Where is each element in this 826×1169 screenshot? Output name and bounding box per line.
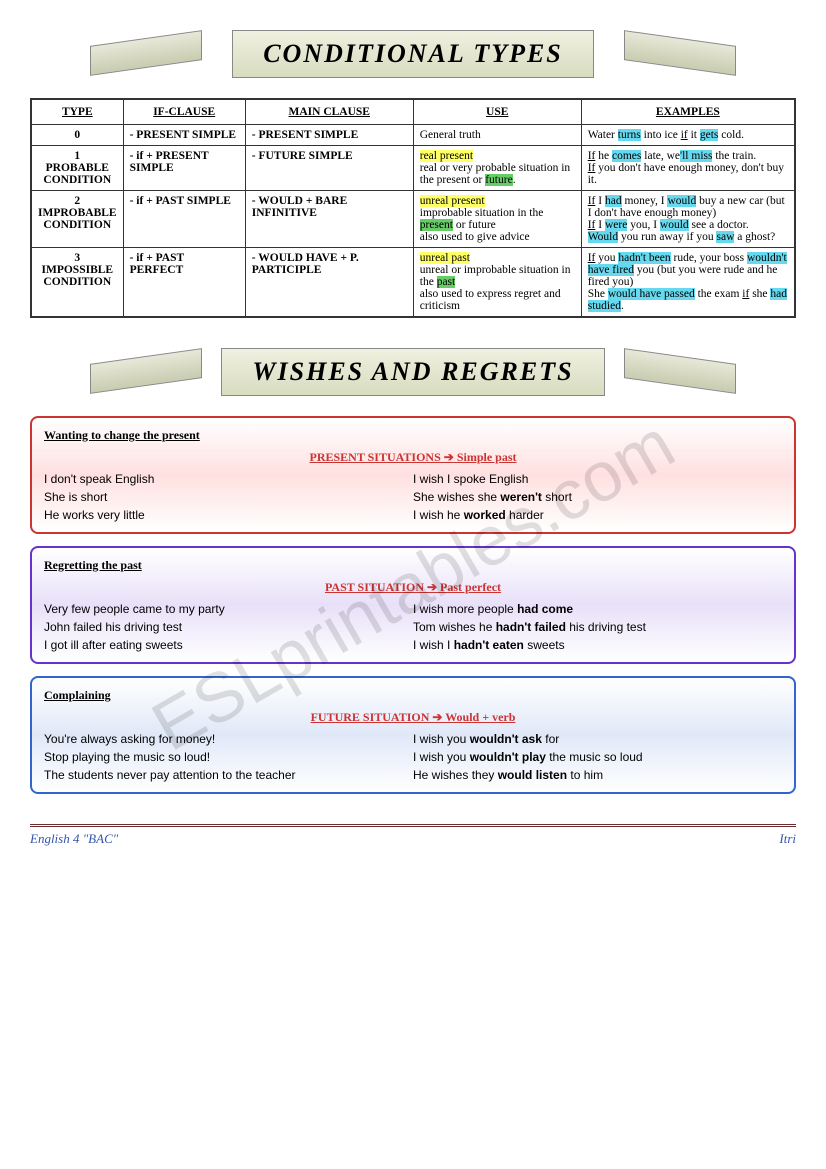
wish-right: I wish I hadn't eaten sweets bbox=[413, 636, 782, 654]
wish-right: I wish I spoke English bbox=[413, 470, 782, 488]
table-cell: General truth bbox=[413, 125, 581, 146]
column-header: EXAMPLES bbox=[581, 99, 795, 125]
wish-row: He works very littleI wish he worked har… bbox=[44, 506, 782, 524]
wish-right: He wishes they would listen to him bbox=[413, 766, 782, 784]
wishes-container: Wanting to change the present PRESENT SIT… bbox=[30, 416, 796, 794]
column-header: IF-CLAUSE bbox=[123, 99, 245, 125]
wish-right: I wish you wouldn't play the music so lo… bbox=[413, 748, 782, 766]
table-cell: - FUTURE SIMPLE bbox=[245, 146, 413, 191]
wish-rule: FUTURE SITUATION ➔ Would + verb bbox=[44, 708, 782, 726]
table-cell: - if + PRESENT SIMPLE bbox=[123, 146, 245, 191]
table-cell: If I had money, I would buy a new car (b… bbox=[581, 191, 795, 248]
title-1: CONDITIONAL TYPES bbox=[232, 30, 594, 78]
wish-right: I wish he worked harder bbox=[413, 506, 782, 524]
table-cell: 3IMPOSSIBLE CONDITION bbox=[31, 248, 123, 318]
wish-row: John failed his driving testTom wishes h… bbox=[44, 618, 782, 636]
table-row: 2IMPROBABLE CONDITION- if + PAST SIMPLE-… bbox=[31, 191, 795, 248]
wish-row: The students never pay attention to the … bbox=[44, 766, 782, 784]
wish-rule: PAST SITUATION ➔ Past perfect bbox=[44, 578, 782, 596]
wish-left: You're always asking for money! bbox=[44, 730, 413, 748]
wish-row: You're always asking for money!I wish yo… bbox=[44, 730, 782, 748]
table-cell: - WOULD + BARE INFINITIVE bbox=[245, 191, 413, 248]
footer-left: English 4 "BAC" bbox=[30, 831, 118, 847]
table-cell: If he comes late, we'll miss the train.I… bbox=[581, 146, 795, 191]
wish-row: I got ill after eating sweetsI wish I ha… bbox=[44, 636, 782, 654]
conditionals-table: TYPEIF-CLAUSEMAIN CLAUSEUSEEXAMPLES 0- P… bbox=[30, 98, 796, 318]
column-header: USE bbox=[413, 99, 581, 125]
wish-row: Very few people came to my partyI wish m… bbox=[44, 600, 782, 618]
table-row: 0- PRESENT SIMPLE- PRESENT SIMPLEGeneral… bbox=[31, 125, 795, 146]
title-banner-2: WISHES AND REGRETS bbox=[30, 348, 796, 396]
wish-box: Complaining FUTURE SITUATION ➔ Would + ve… bbox=[30, 676, 796, 794]
table-cell: 1PROBABLE CONDITION bbox=[31, 146, 123, 191]
table-cell: - PRESENT SIMPLE bbox=[123, 125, 245, 146]
wish-title: Wanting to change the present bbox=[44, 426, 782, 444]
wish-left: Very few people came to my party bbox=[44, 600, 413, 618]
wish-right: I wish more people had come bbox=[413, 600, 782, 618]
footer: English 4 "BAC" Itri bbox=[30, 824, 796, 847]
table-cell: 0 bbox=[31, 125, 123, 146]
table-row: 3IMPOSSIBLE CONDITION- if + PAST PERFECT… bbox=[31, 248, 795, 318]
wish-left: John failed his driving test bbox=[44, 618, 413, 636]
table-cell: - WOULD HAVE + P. PARTICIPLE bbox=[245, 248, 413, 318]
table-cell: If you hadn't been rude, your boss would… bbox=[581, 248, 795, 318]
wish-left: The students never pay attention to the … bbox=[44, 766, 413, 784]
title-2: WISHES AND REGRETS bbox=[221, 348, 604, 396]
wish-title: Regretting the past bbox=[44, 556, 782, 574]
table-cell: - if + PAST SIMPLE bbox=[123, 191, 245, 248]
wish-row: Stop playing the music so loud!I wish yo… bbox=[44, 748, 782, 766]
wish-box: Wanting to change the present PRESENT SIT… bbox=[30, 416, 796, 534]
wish-rule: PRESENT SITUATIONS ➔ Simple past bbox=[44, 448, 782, 466]
wish-left: I got ill after eating sweets bbox=[44, 636, 413, 654]
wish-row: She is shortShe wishes she weren't short bbox=[44, 488, 782, 506]
table-cell: unreal pastunreal or improbable situatio… bbox=[413, 248, 581, 318]
wish-right: Tom wishes he hadn't failed his driving … bbox=[413, 618, 782, 636]
wish-left: She is short bbox=[44, 488, 413, 506]
table-cell: real presentreal or very probable situat… bbox=[413, 146, 581, 191]
table-cell: - PRESENT SIMPLE bbox=[245, 125, 413, 146]
column-header: TYPE bbox=[31, 99, 123, 125]
wish-row: I don't speak EnglishI wish I spoke Engl… bbox=[44, 470, 782, 488]
table-cell: - if + PAST PERFECT bbox=[123, 248, 245, 318]
table-cell: 2IMPROBABLE CONDITION bbox=[31, 191, 123, 248]
table-row: 1PROBABLE CONDITION- if + PRESENT SIMPLE… bbox=[31, 146, 795, 191]
wish-title: Complaining bbox=[44, 686, 782, 704]
wish-left: I don't speak English bbox=[44, 470, 413, 488]
wish-right: She wishes she weren't short bbox=[413, 488, 782, 506]
wish-box: Regretting the past PAST SITUATION ➔ Past… bbox=[30, 546, 796, 664]
footer-right: Itri bbox=[779, 831, 796, 847]
wish-right: I wish you wouldn't ask for bbox=[413, 730, 782, 748]
table-header-row: TYPEIF-CLAUSEMAIN CLAUSEUSEEXAMPLES bbox=[31, 99, 795, 125]
wish-left: He works very little bbox=[44, 506, 413, 524]
table-body: 0- PRESENT SIMPLE- PRESENT SIMPLEGeneral… bbox=[31, 125, 795, 318]
column-header: MAIN CLAUSE bbox=[245, 99, 413, 125]
title-banner-1: CONDITIONAL TYPES bbox=[30, 30, 796, 78]
wish-left: Stop playing the music so loud! bbox=[44, 748, 413, 766]
table-cell: unreal presentimprobable situation in th… bbox=[413, 191, 581, 248]
table-cell: Water turns into ice if it gets cold. bbox=[581, 125, 795, 146]
